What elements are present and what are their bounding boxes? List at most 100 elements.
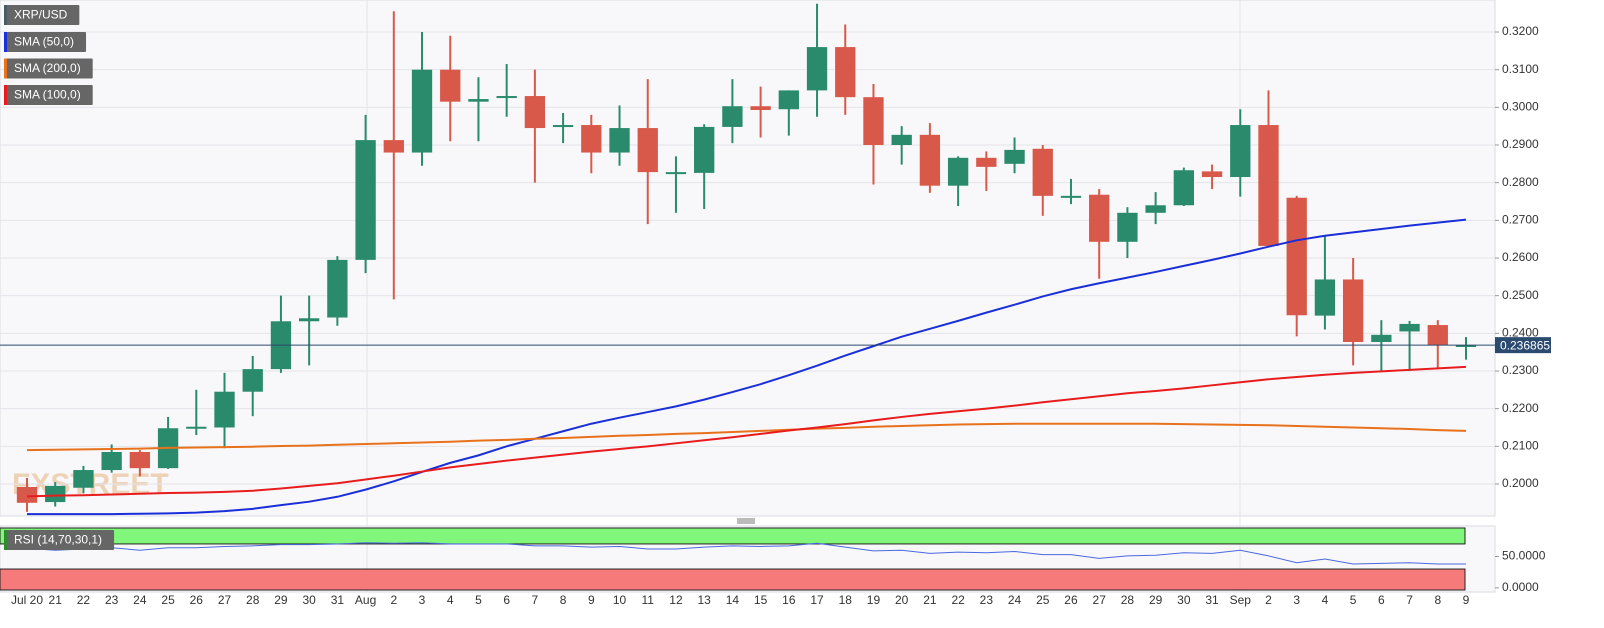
x-tick-label: 24 [1008,593,1022,607]
x-tick-label: 6 [1378,593,1385,607]
x-tick-label: 26 [190,593,204,607]
y-tick-label: 0.3200 [1502,24,1539,38]
x-tick-label: 3 [1293,593,1300,607]
x-tick-label: 2 [1265,593,1272,607]
x-tick-label: 27 [1093,593,1107,607]
x-tick-label: 5 [475,593,482,607]
panel-resize-handle[interactable] [737,518,755,524]
x-tick-label: 21 [49,593,63,607]
x-tick-label: Jul 20 [11,593,43,607]
y-tick-label: 0.0000 [1502,580,1539,594]
x-tick-label: 30 [302,593,316,607]
legend-label: SMA (200,0) [14,61,81,75]
rsi-line [26,542,1466,565]
candle-body [1004,149,1025,164]
legend-marker [4,32,7,52]
x-tick-label: 7 [1406,593,1413,607]
candle-body [863,97,884,146]
y-tick-label: 0.2700 [1502,213,1539,227]
candle-body [1230,125,1251,178]
candle-body [73,470,94,488]
legend-marker [4,5,7,25]
candle-body [1201,171,1223,178]
candle-body [383,140,404,153]
x-tick-label: 28 [246,593,260,607]
x-tick-label: 10 [613,593,627,607]
legend-marker [4,58,7,79]
x-tick-label: 29 [1149,593,1163,607]
candle-body [242,369,263,392]
y-tick-label: 0.3000 [1502,100,1539,114]
overbought-band [0,527,1466,545]
candle-body [835,47,856,98]
candle-body [947,157,969,186]
candle-body [637,128,658,173]
legend-box [4,530,115,550]
x-tick-label: 12 [669,593,683,607]
legend-box [4,32,87,52]
x-tick-label: 7 [532,593,539,607]
candle-body [101,451,122,471]
x-tick-label: 26 [1064,593,1078,607]
x-tick-label: 20 [895,593,909,607]
candle-body [1455,345,1477,348]
x-tick-label: 15 [754,593,768,607]
x-tick-label: Sep [1230,593,1252,607]
legend-label: SMA (100,0) [14,88,81,102]
candle-body [440,69,461,102]
x-tick-label: 28 [1121,593,1135,607]
y-tick-label: 50.0000 [1502,549,1546,563]
candle-body [1117,212,1138,242]
candle-body [1258,125,1279,246]
x-tick-label: 21 [923,593,937,607]
sma-line [26,365,1467,498]
last-price-tag [1495,337,1551,354]
candle-body [581,125,602,153]
x-tick-label: 8 [560,593,567,607]
sma-line [26,422,1467,452]
x-tick-label: 19 [867,593,881,607]
candle-body [524,96,546,129]
x-tick-label: 29 [274,593,288,607]
x-tick-label: 3 [419,593,426,607]
sma-line [27,218,1467,516]
last-price-label: 0.236865 [1500,338,1550,352]
x-tick-label: 4 [1322,593,1329,607]
candle-body [1032,148,1053,196]
candle-body [609,128,630,153]
candle-body [214,391,235,428]
x-tick-label: 6 [503,593,510,607]
x-tick-label: 30 [1177,593,1191,607]
candle-body [468,99,489,102]
legend-box [4,58,93,79]
legend-label: SMA (50,0) [14,35,74,49]
x-tick-label: 31 [331,593,345,607]
x-tick-label: 23 [980,593,994,607]
x-tick-label: Aug [355,593,376,607]
candle-body [355,140,376,260]
candle-body [1173,170,1195,206]
candle-body [722,106,743,127]
candle-body [1089,194,1110,242]
y-tick-label: 0.2400 [1502,326,1539,340]
candle-body [919,134,941,186]
x-tick-label: 8 [1434,593,1441,607]
y-tick-label: 0.2600 [1502,250,1539,264]
legend-label: XRP/USD [14,8,68,22]
legend-label: RSI (14,70,30,1) [14,533,102,547]
oversold-band [0,568,1466,591]
y-tick-label: 0.2200 [1502,401,1539,415]
candle-body [1286,197,1307,316]
x-tick-label: 16 [782,593,796,607]
candle-body [16,486,38,503]
y-tick-label: 0.2300 [1502,363,1539,377]
y-tick-label: 0.3100 [1502,62,1539,76]
candle-body [1145,205,1166,213]
candle-body [411,69,433,153]
candle-body [665,172,687,175]
candle-body [694,126,715,173]
candle-body [1314,279,1336,316]
legend-box [4,5,80,25]
x-tick-label: 23 [105,593,119,607]
